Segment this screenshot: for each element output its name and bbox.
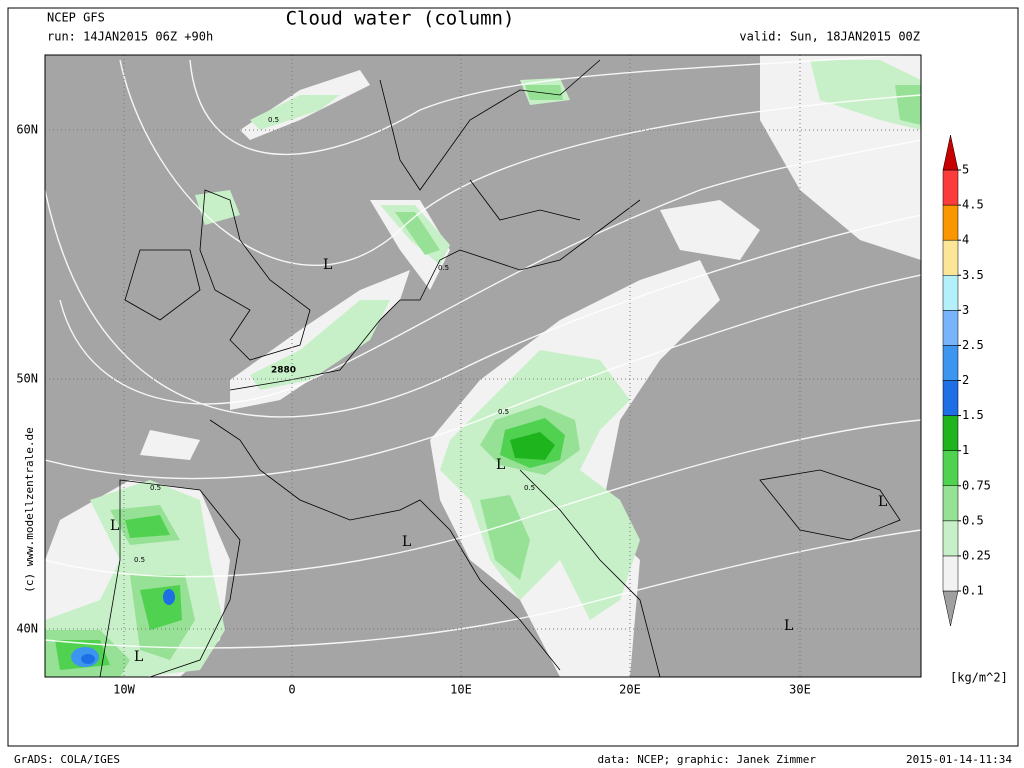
colorbar-label: 5	[962, 163, 969, 177]
lon-label: 30E	[789, 683, 811, 697]
contour-label: 0.5	[498, 408, 509, 416]
colorbar-label: 3	[962, 303, 969, 317]
low-marker: L	[784, 618, 793, 634]
colorbar-label: 3.5	[962, 268, 984, 282]
lon-label: 10W	[113, 683, 135, 697]
low-marker: L	[134, 649, 143, 665]
colorbar-label: 0.1	[962, 584, 984, 598]
copyright: (c) www.modellzentrale.de	[23, 427, 36, 593]
lon-label: 0	[288, 683, 295, 697]
footer-software: GrADS: COLA/IGES	[14, 753, 120, 766]
colorbar-band	[942, 169, 959, 206]
colorbar-band	[942, 310, 959, 346]
valid-time: valid: Sun, 18JAN2015 00Z	[739, 30, 920, 44]
colorbar-band	[942, 204, 959, 241]
colorbar-band	[942, 555, 959, 592]
contour-label: 0.5	[268, 116, 279, 124]
lon-label: 20E	[619, 683, 641, 697]
low-marker: L	[402, 534, 411, 550]
colorbar-label: 2.5	[962, 338, 984, 352]
low-marker: L	[878, 494, 887, 510]
colorbar-band	[942, 520, 959, 557]
footer-credit: data: NCEP; graphic: Janek Zimmer	[597, 753, 816, 766]
contour-label: 0.5	[438, 264, 449, 272]
colorbar-label: 4.5	[962, 198, 984, 212]
colorbar-band	[942, 415, 959, 451]
contour-label: 2880	[271, 366, 296, 376]
map-area: L L L L L L L 0.5 0.5 0.5 0.5 0.5 0.5 28…	[45, 55, 921, 677]
colorbar-band	[942, 485, 959, 522]
low-marker: L	[496, 457, 505, 473]
colorbar-label: 0.5	[962, 513, 984, 527]
colorbar-label: 0.25	[962, 548, 991, 562]
colorbar-label: 0.75	[962, 478, 991, 492]
lat-label: 60N	[16, 123, 38, 137]
colorbar-label: 4	[962, 233, 969, 247]
footer-timestamp: 2015-01-14-11:34	[906, 753, 1012, 766]
lat-label: 50N	[16, 372, 38, 386]
isolines	[45, 55, 921, 649]
colorbar-label: 1	[962, 443, 969, 457]
map-border	[44, 54, 922, 678]
cloud-heavy	[71, 432, 555, 667]
model-name: NCEP GFS	[47, 11, 105, 25]
colorbar-arrow	[942, 590, 959, 627]
colorbar-label: 2	[962, 373, 969, 387]
frame	[7, 7, 1019, 747]
contour-label: 0.5	[524, 484, 535, 492]
low-marker: L	[323, 257, 332, 273]
colorbar-band	[942, 275, 959, 311]
colorbar-band	[942, 450, 959, 486]
run-info: run: 14JAN2015 06Z +90h	[47, 30, 213, 44]
lat-label: 40N	[16, 622, 38, 636]
colorbar-arrow	[942, 134, 959, 171]
colorbar-band	[942, 380, 959, 416]
colorbar: 0.1 0.25 0.5 0.75 1 1.5 2 2.5 3 3.5 4 4.5 5	[942, 134, 991, 627]
contour-label: 0.5	[134, 556, 145, 564]
colorbar-band	[942, 239, 959, 276]
colorbar-unit: [kg/m^2]	[950, 671, 1008, 685]
colorbar-band	[942, 345, 959, 381]
contour-label: 0.5	[150, 484, 161, 492]
lon-label: 10E	[450, 683, 472, 697]
low-marker: L	[110, 518, 119, 534]
colorbar-label: 1.5	[962, 408, 984, 422]
coastlines	[99, 59, 901, 677]
map-title: Cloud water (column)	[286, 8, 515, 30]
